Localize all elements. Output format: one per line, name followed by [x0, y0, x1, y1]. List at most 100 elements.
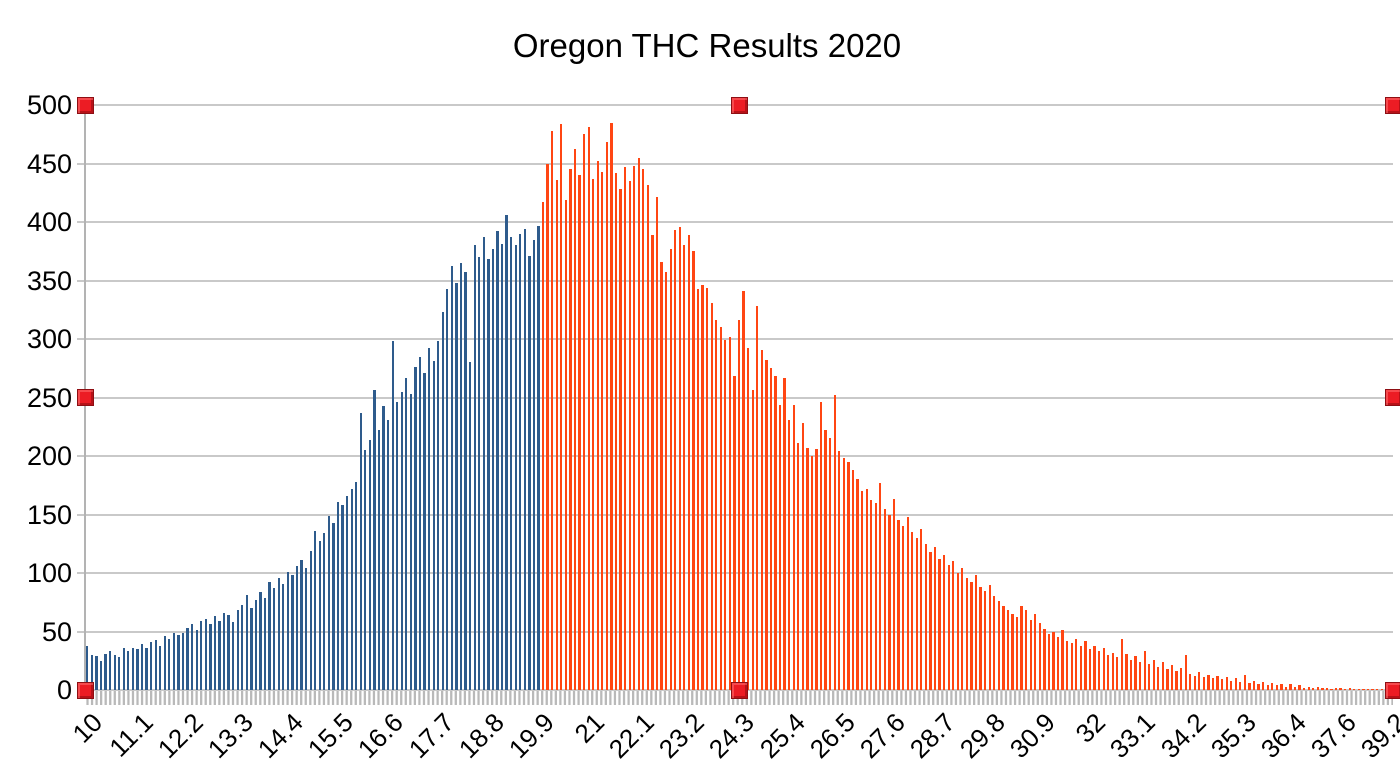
selection-handle-mid-right[interactable] [1384, 389, 1400, 406]
bar[interactable] [523, 229, 526, 690]
bar[interactable] [551, 130, 554, 690]
bar[interactable] [1093, 645, 1096, 690]
bar[interactable] [1298, 685, 1301, 690]
bar[interactable] [213, 616, 217, 690]
bar[interactable] [569, 169, 572, 690]
bar[interactable] [1316, 686, 1319, 690]
bar[interactable] [879, 482, 882, 690]
bar[interactable] [847, 461, 850, 690]
bar[interactable] [1175, 671, 1178, 690]
bar[interactable] [273, 588, 276, 690]
bar[interactable] [938, 558, 941, 690]
bar[interactable] [1189, 673, 1192, 690]
bar[interactable] [706, 287, 709, 690]
bar[interactable] [587, 127, 590, 690]
bar[interactable] [204, 618, 207, 690]
bar[interactable] [915, 537, 918, 690]
bar[interactable] [1312, 687, 1315, 690]
bar[interactable] [952, 561, 955, 690]
bar[interactable] [619, 189, 622, 690]
bar[interactable] [1088, 649, 1092, 690]
bar[interactable] [1015, 617, 1019, 690]
bar[interactable] [974, 575, 978, 690]
bar[interactable] [195, 630, 198, 690]
bar[interactable] [860, 491, 864, 690]
bar[interactable] [136, 649, 139, 690]
bar[interactable] [1107, 654, 1110, 690]
bar[interactable] [1230, 680, 1233, 690]
bar[interactable] [669, 248, 672, 690]
bar[interactable] [792, 404, 795, 690]
bar[interactable] [1271, 682, 1274, 690]
bar[interactable] [756, 306, 759, 690]
bar[interactable] [437, 341, 440, 690]
bar[interactable] [1362, 688, 1365, 690]
bar[interactable] [386, 419, 390, 690]
bar[interactable] [473, 245, 476, 690]
bar[interactable] [254, 599, 258, 690]
bar[interactable] [455, 282, 458, 690]
bar[interactable] [633, 165, 636, 690]
bar[interactable] [993, 596, 996, 690]
bar[interactable] [86, 645, 89, 690]
bar[interactable] [897, 520, 900, 690]
bar[interactable] [478, 257, 481, 690]
bar[interactable] [760, 349, 763, 690]
bar[interactable] [1170, 665, 1174, 690]
bar[interactable] [1070, 643, 1073, 690]
bar[interactable] [1047, 633, 1051, 690]
bar[interactable] [1116, 657, 1119, 690]
bar[interactable] [432, 361, 435, 690]
bar[interactable] [1307, 686, 1310, 690]
bar[interactable] [423, 372, 426, 690]
bar[interactable] [1148, 664, 1151, 690]
bar[interactable] [1275, 685, 1278, 690]
bar[interactable] [122, 647, 125, 690]
bar[interactable] [961, 568, 964, 690]
bar[interactable] [1239, 681, 1242, 690]
bar[interactable] [127, 651, 130, 690]
bar[interactable] [623, 167, 627, 690]
bar[interactable] [336, 501, 340, 690]
bar[interactable] [209, 624, 212, 690]
bar[interactable] [496, 231, 499, 690]
bar[interactable] [400, 391, 403, 690]
bar[interactable] [1084, 640, 1087, 690]
bar[interactable] [528, 255, 531, 690]
bar[interactable] [1339, 687, 1342, 690]
bar[interactable] [159, 645, 162, 690]
bar[interactable] [979, 587, 982, 690]
bar[interactable] [605, 142, 608, 690]
plot-area[interactable] [85, 105, 1393, 690]
bar[interactable] [345, 495, 349, 690]
bar[interactable] [942, 555, 946, 690]
bar[interactable] [295, 565, 299, 690]
bar[interactable] [642, 169, 645, 690]
bar[interactable] [751, 390, 754, 690]
bar[interactable] [200, 620, 203, 690]
bar[interactable] [747, 348, 750, 690]
bar[interactable] [1375, 688, 1379, 690]
bar[interactable] [1056, 637, 1060, 690]
bar[interactable] [1252, 680, 1256, 690]
bar[interactable] [282, 583, 285, 690]
bar[interactable] [655, 197, 659, 690]
bar[interactable] [564, 199, 567, 690]
bar[interactable] [350, 488, 353, 690]
bar[interactable] [482, 237, 485, 690]
bar[interactable] [1366, 688, 1370, 690]
bar[interactable] [788, 419, 791, 690]
bar[interactable] [1284, 686, 1288, 690]
bar[interactable] [532, 239, 536, 690]
bar[interactable] [715, 320, 718, 690]
bar[interactable] [874, 502, 877, 690]
bar[interactable] [1138, 661, 1142, 690]
bar[interactable] [391, 341, 394, 690]
bar[interactable] [104, 653, 107, 690]
bar[interactable] [769, 368, 773, 690]
bar[interactable] [1380, 688, 1383, 690]
bar[interactable] [573, 149, 577, 690]
bar[interactable] [418, 356, 422, 690]
bar[interactable] [519, 233, 522, 690]
bar[interactable] [1357, 688, 1360, 690]
